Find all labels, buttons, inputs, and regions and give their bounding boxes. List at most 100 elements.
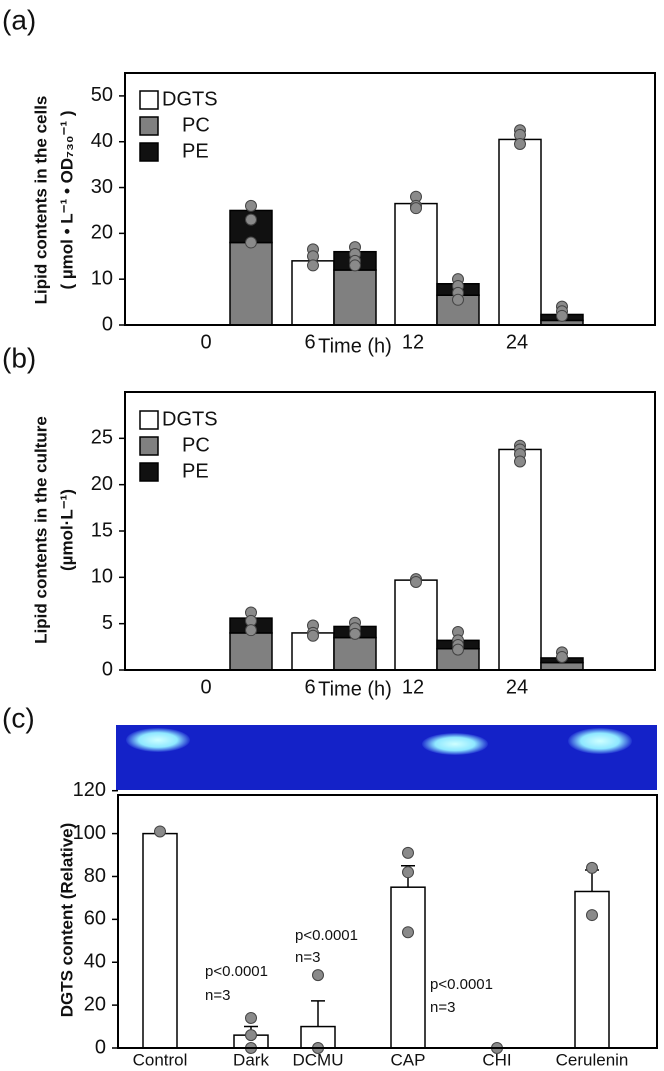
bar-segment (333, 269, 377, 326)
legend-swatch (139, 436, 159, 456)
data-point (245, 1011, 257, 1024)
legend-label: PE (182, 140, 209, 162)
data-point (452, 643, 464, 656)
data-point (349, 259, 361, 272)
data-point (307, 259, 319, 272)
legend-swatch (139, 142, 159, 162)
data-point (245, 624, 257, 637)
bar-segment (540, 661, 584, 671)
plot-frame (117, 794, 658, 1049)
x-tick-label: Dark (233, 1050, 269, 1069)
annotation: n=3 (430, 999, 455, 1016)
panel-label: (b) (2, 342, 36, 373)
legend-label: PC (182, 114, 210, 136)
data-point (402, 926, 414, 939)
legend-swatch (139, 410, 159, 430)
x-tick-label: 24 (506, 676, 528, 698)
y-tick-label: 50 (91, 84, 113, 106)
x-axis-title: Time (h) (318, 335, 392, 357)
y-tick-label: 10 (91, 566, 113, 588)
bar-segment (498, 448, 542, 671)
plot-frame (124, 72, 656, 326)
y-tick-label: 20 (91, 473, 113, 495)
y-tick-label: 0 (102, 313, 113, 335)
bar-segment (394, 202, 438, 326)
x-tick-label: 6 (304, 676, 315, 698)
data-point (245, 236, 257, 249)
y-tick-label: 80 (84, 865, 106, 887)
data-point (312, 969, 324, 982)
legend-label: PE (182, 460, 209, 482)
annotation: n=3 (295, 949, 320, 966)
annotation: p<0.0001 (205, 963, 268, 980)
x-tick-label: 0 (200, 331, 211, 353)
bar-segment (229, 632, 273, 671)
x-tick-label: 6 (304, 331, 315, 353)
data-point (402, 846, 414, 859)
y-tick-label: 15 (91, 519, 113, 541)
data-point (245, 1029, 257, 1042)
plot-frame (124, 391, 656, 671)
x-tick-label: DCMU (293, 1050, 344, 1069)
y-tick-label: 20 (84, 993, 106, 1015)
data-point (514, 455, 526, 468)
annotation: p<0.0001 (430, 976, 493, 993)
y-tick-label: 60 (84, 908, 106, 930)
data-point (307, 629, 319, 642)
y-tick-label: 5 (102, 612, 113, 634)
legend-swatch (139, 90, 159, 110)
y-tick-label: 25 (91, 427, 113, 449)
y-tick-label: 40 (84, 951, 106, 973)
data-point (245, 213, 257, 226)
legend-label: DGTS (162, 88, 218, 110)
data-point (556, 651, 568, 664)
x-tick-label: CHI (482, 1050, 511, 1069)
data-point (410, 202, 422, 215)
bar-segment (498, 138, 542, 326)
y-axis-title: Lipid contents in the culture (31, 416, 50, 644)
bar (142, 832, 178, 1049)
bar (390, 886, 426, 1049)
data-point (586, 861, 598, 874)
x-tick-label: 12 (402, 676, 424, 698)
y-tick-label: 120 (73, 779, 106, 801)
y-axis-title: ( µmol • L⁻¹ • OD₇₃₀⁻¹ ) (57, 110, 76, 289)
legend-swatch (139, 462, 159, 482)
bar-segment (333, 636, 377, 671)
y-tick-label: 10 (91, 267, 113, 289)
legend-swatch (139, 116, 159, 136)
annotation: p<0.0001 (295, 927, 358, 944)
data-point (410, 575, 422, 588)
x-axis-title: Time (h) (318, 678, 392, 700)
annotation: n=3 (205, 987, 230, 1004)
y-tick-label: 30 (91, 176, 113, 198)
panel-label: (a) (2, 4, 36, 35)
x-tick-label: 24 (506, 331, 528, 353)
data-point (514, 138, 526, 151)
y-tick-label: 100 (73, 822, 106, 844)
bar-segment (229, 241, 273, 326)
data-point (154, 825, 166, 838)
data-point (586, 909, 598, 922)
legend-label: DGTS (162, 408, 218, 430)
bar-segment (394, 579, 438, 671)
y-tick-label: 0 (102, 658, 113, 680)
data-point (402, 866, 414, 879)
data-point (245, 199, 257, 212)
legend-label: PC (182, 434, 210, 456)
gel-image (116, 725, 657, 790)
y-tick-label: 20 (91, 222, 113, 244)
data-point (349, 627, 361, 640)
y-tick-label: 40 (91, 130, 113, 152)
data-point (452, 293, 464, 306)
x-tick-label: Cerulenin (556, 1050, 629, 1069)
x-tick-label: CAP (391, 1050, 426, 1069)
x-tick-label: 0 (200, 676, 211, 698)
x-tick-label: Control (133, 1050, 188, 1069)
y-tick-label: 0 (95, 1036, 106, 1058)
data-point (556, 309, 568, 322)
y-axis-title: (µmol·L⁻¹) (57, 489, 76, 571)
x-tick-label: 12 (402, 331, 424, 353)
panel-label: (c) (2, 702, 35, 733)
y-axis-title: DGTS content (Relative) (57, 823, 76, 1018)
